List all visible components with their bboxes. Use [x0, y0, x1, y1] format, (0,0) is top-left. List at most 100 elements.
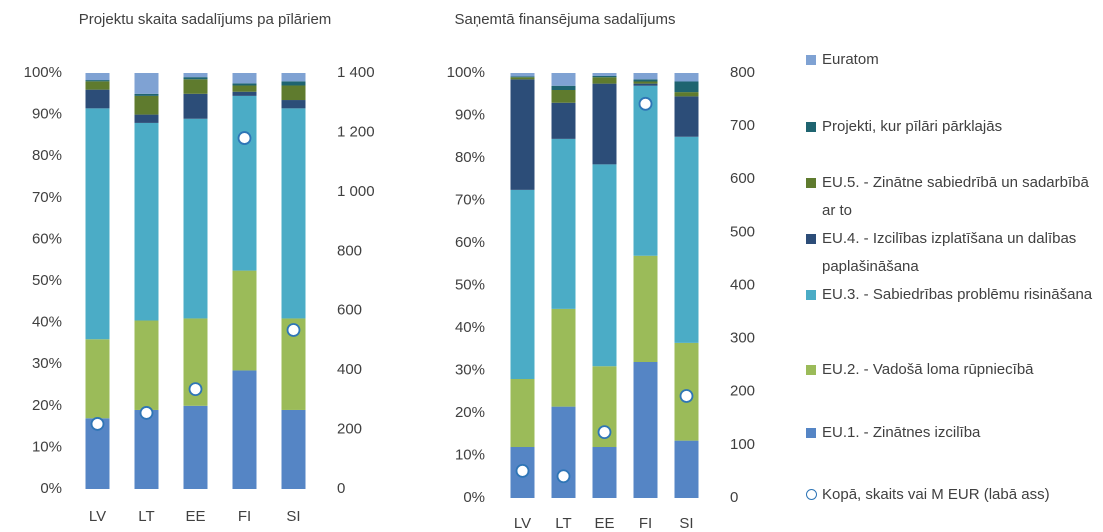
bar-segment	[85, 80, 110, 82]
bar-segment	[85, 108, 110, 340]
bar-segment	[510, 79, 535, 190]
x-tick-label: FI	[639, 515, 652, 532]
x-tick-label: EE	[185, 508, 205, 525]
bar-segment	[281, 100, 306, 109]
y-tick-label: 40%	[455, 319, 485, 336]
bar-segment	[674, 92, 699, 97]
y-tick-label: 90%	[455, 106, 485, 123]
bar-segment	[232, 91, 257, 96]
bar-segment	[592, 83, 617, 165]
bar-segment	[674, 440, 699, 498]
marker	[679, 389, 694, 403]
bar-segment	[674, 73, 699, 82]
legend-swatch	[806, 55, 816, 65]
legend-label: EU.3. - Sabiedrības problēmu risināšana	[822, 286, 1093, 303]
x-tick-label: FI	[238, 508, 251, 525]
bar-segment	[232, 73, 257, 84]
marker	[515, 464, 530, 478]
legend-label: Kopā, skaits vai M EUR (labā ass)	[822, 486, 1050, 503]
bar-segment	[281, 108, 306, 319]
bar-segment	[134, 73, 159, 94]
bar-segment	[674, 81, 699, 93]
bar-segment	[551, 90, 576, 103]
legend-swatch	[806, 489, 817, 500]
bar-segment	[134, 95, 159, 115]
x-tick-label: LV	[514, 515, 531, 532]
y2-tick-label: 1 000	[337, 183, 375, 200]
chart-title: Projektu skaita sadalījums pa pīlāriem	[78, 11, 332, 28]
y2-tick-label: 600	[337, 302, 362, 319]
bar-segment	[633, 81, 658, 84]
legend-label: Euratom	[822, 51, 879, 68]
bar-segment	[183, 79, 208, 94]
y2-tick-label: 400	[337, 361, 362, 378]
marker	[286, 323, 301, 337]
bar-segment	[134, 114, 159, 123]
bar-segment	[633, 83, 658, 86]
legend-item: EU.3. - Sabiedrības problēmu risināšana	[806, 281, 1096, 309]
y2-tick-label: 800	[730, 64, 755, 81]
legend-swatch	[806, 428, 816, 438]
bar-segment	[592, 73, 617, 76]
legend-item: EU.4. - Izcilības izplatīšana un dalības…	[806, 225, 1096, 281]
x-tick-label: SI	[286, 508, 300, 525]
bar-segment	[633, 362, 658, 498]
x-tick-label: EE	[594, 515, 614, 532]
legend-item: Kopā, skaits vai M EUR (labā ass)	[806, 481, 1096, 509]
bar-segment	[183, 118, 208, 319]
bar-segment	[134, 93, 159, 96]
bar-segment	[85, 73, 110, 81]
y2-tick-label: 600	[730, 170, 755, 187]
bar-segment	[674, 136, 699, 343]
bar-segment	[551, 73, 576, 86]
marker	[139, 406, 154, 420]
bar-segment	[633, 255, 658, 362]
marker	[638, 96, 653, 111]
bar-segment	[134, 122, 159, 321]
x-tick-label: LT	[138, 508, 154, 525]
y2-tick-label: 100	[730, 436, 755, 453]
bar-segment	[510, 189, 535, 379]
legend-label: EU.5. - Zinātne sabiedrībā un sadarbībā …	[822, 174, 1089, 219]
bar-segment	[510, 77, 535, 80]
bar-segment	[134, 320, 159, 410]
bar-segment	[633, 79, 658, 82]
marker	[188, 382, 203, 397]
bar-segment	[134, 409, 159, 489]
legend-swatch	[806, 178, 816, 188]
bar-segment	[551, 308, 576, 407]
legend-item: Euratom	[806, 46, 1096, 74]
y-tick-label: 50%	[32, 272, 62, 289]
y2-tick-label: 0	[730, 489, 738, 506]
legend-label: EU.1. - Zinātnes izcilība	[822, 424, 981, 441]
y2-tick-label: 400	[730, 276, 755, 293]
y-tick-label: 100%	[24, 64, 62, 81]
bar-segment	[510, 73, 535, 77]
y2-tick-label: 200	[337, 421, 362, 438]
y-tick-label: 40%	[32, 314, 62, 331]
y2-tick-label: 800	[337, 242, 362, 259]
y-tick-label: 0%	[40, 480, 62, 497]
bar-segment	[281, 85, 306, 101]
y-tick-label: 50%	[455, 276, 485, 293]
legend-label: EU.2. - Vadošā loma rūpniecībā	[822, 361, 1034, 378]
bar-segment	[592, 164, 617, 367]
legend-swatch	[806, 122, 816, 132]
bar-segment	[551, 138, 576, 309]
y-tick-label: 70%	[455, 191, 485, 208]
bar-segment	[232, 270, 257, 371]
y-tick-label: 60%	[455, 234, 485, 251]
y2-tick-label: 700	[730, 117, 755, 134]
y-tick-label: 30%	[455, 361, 485, 378]
marker	[597, 425, 612, 440]
y2-tick-label: 1 400	[337, 64, 375, 81]
legend-swatch	[806, 365, 816, 375]
bar-segment	[592, 77, 617, 84]
bar-segment	[551, 406, 576, 498]
x-tick-label: LT	[555, 515, 571, 532]
legend-label: EU.4. - Izcilības izplatīšana un dalības…	[822, 230, 1077, 275]
y-tick-label: 10%	[32, 438, 62, 455]
y-tick-label: 10%	[455, 446, 485, 463]
y-tick-label: 90%	[32, 106, 62, 123]
